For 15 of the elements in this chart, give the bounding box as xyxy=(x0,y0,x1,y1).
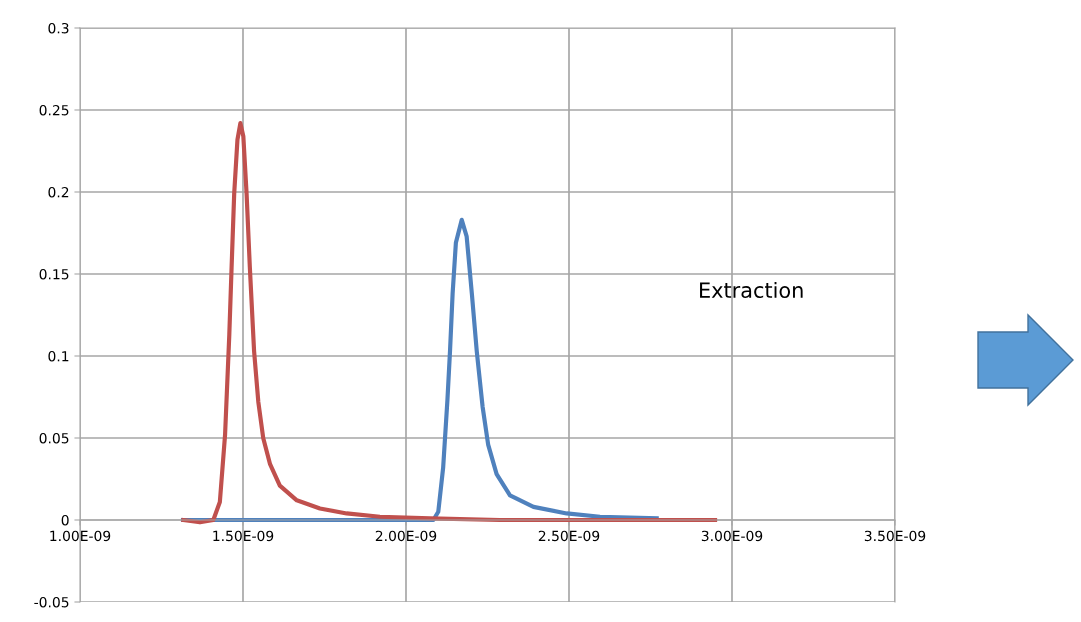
x-tick-label: 3.00E-09 xyxy=(701,530,763,542)
x-tick-label: 1.50E-09 xyxy=(213,530,274,542)
annotation: Extraction xyxy=(700,281,803,299)
y-tick-label: 0 xyxy=(61,514,69,526)
x-tick-label: 2.00E-09 xyxy=(375,530,437,542)
y-tick-label: 0.15 xyxy=(39,268,69,280)
y-tick-label: 0.2 xyxy=(48,186,69,198)
y-tick-label: 0.05 xyxy=(39,432,69,444)
y-tick-label: -0.05 xyxy=(34,596,69,608)
y-tick-label: 0.3 xyxy=(48,22,69,34)
x-tick-label: 3.50E-09 xyxy=(864,530,926,542)
x-tick-label: 1.00E-09 xyxy=(50,530,111,542)
x-tick-label: 2.50E-09 xyxy=(538,530,600,542)
y-tick-label: 0.1 xyxy=(48,350,69,362)
y-tick-label: 0.25 xyxy=(39,104,69,116)
